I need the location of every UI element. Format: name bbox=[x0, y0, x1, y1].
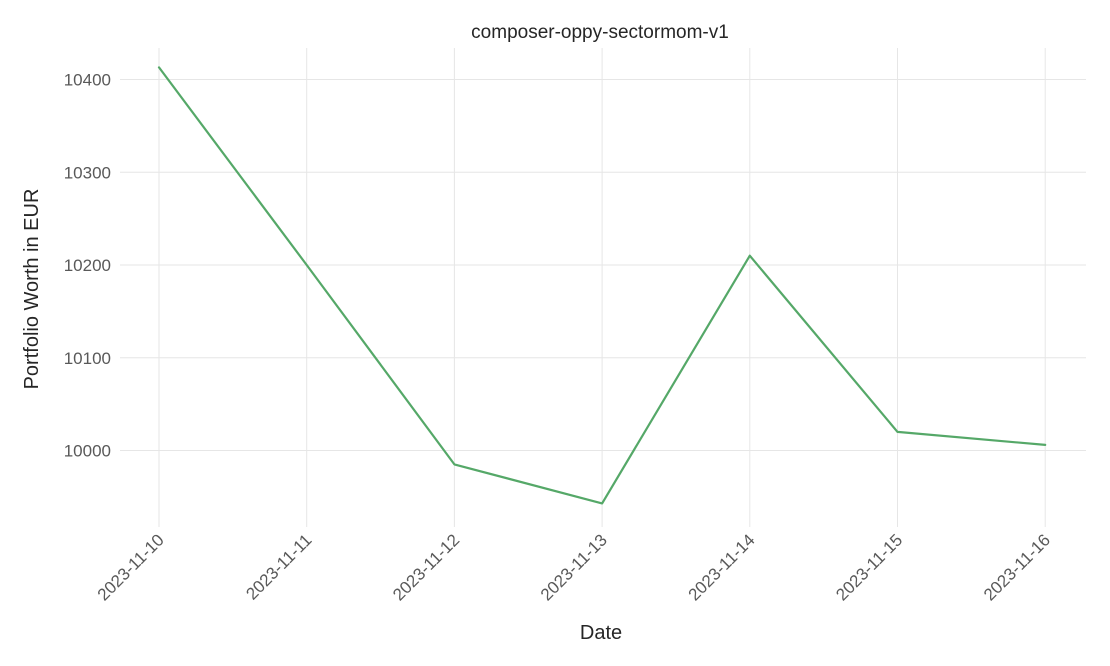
x-tick-label: 2023-11-16 bbox=[980, 530, 1054, 604]
x-tick-label: 2023-11-15 bbox=[832, 530, 906, 604]
series-line bbox=[157, 66, 1047, 505]
y-tick-label: 10000 bbox=[64, 442, 111, 461]
x-tick-label: 2023-11-14 bbox=[685, 530, 759, 604]
x-tick-label: 2023-11-13 bbox=[537, 530, 611, 604]
series-layer bbox=[157, 66, 1047, 505]
grid bbox=[120, 48, 1086, 527]
x-axis-title: Date bbox=[580, 622, 622, 644]
x-axis-ticks: 2023-11-10 2023-11-11 2023-11-12 2023-11-13… bbox=[94, 530, 1054, 604]
x-tick-label: 2023-11-12 bbox=[389, 530, 463, 604]
y-tick-label: 10200 bbox=[64, 256, 111, 275]
chart-title: composer-oppy-sectormom-v1 bbox=[471, 22, 729, 43]
x-tick-label: 2023-11-10 bbox=[94, 530, 168, 604]
y-tick-label: 10100 bbox=[64, 349, 111, 368]
y-tick-label: 10400 bbox=[64, 71, 111, 90]
y-axis-ticks: 10000 10100 10200 10300 10400 bbox=[64, 71, 111, 461]
y-tick-label: 10300 bbox=[64, 163, 111, 182]
y-axis-title: Portfolio Worth in EUR bbox=[21, 189, 43, 390]
x-tick-label: 2023-11-11 bbox=[242, 530, 315, 603]
